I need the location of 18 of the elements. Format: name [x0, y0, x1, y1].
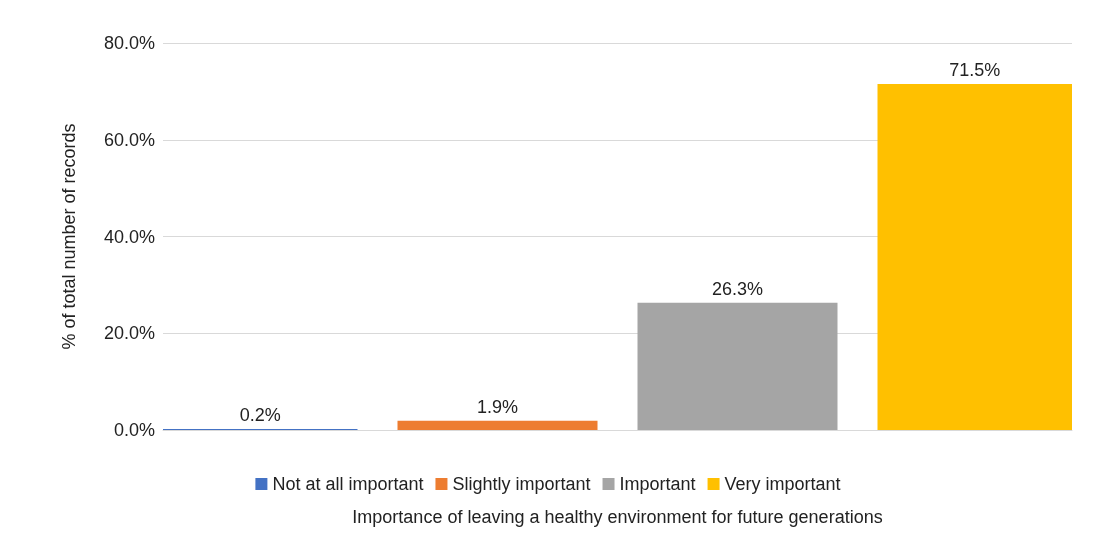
x-axis-title: Importance of leaving a healthy environment for future generations [352, 507, 883, 527]
y-tick-label: 0.0% [113, 420, 155, 440]
data-label: 0.2% [239, 405, 281, 426]
bar [877, 84, 1072, 430]
data-label: 71.5% [949, 60, 1001, 81]
y-tick-label: 40.0% [103, 226, 155, 247]
y-tick-label: 60.0% [103, 129, 155, 150]
bar [397, 420, 598, 430]
y-tick-label: 80.0% [103, 33, 155, 53]
y-axis-title: % of total number of records [59, 123, 79, 350]
legend-label: Very important [724, 474, 841, 494]
legend-label: Slightly important [452, 474, 591, 494]
y-tick-label: 20.0% [103, 323, 155, 344]
legend-label: Important [619, 474, 696, 494]
bar [637, 302, 838, 430]
legend-label: Not at all important [272, 474, 424, 494]
data-label: 26.3% [711, 278, 764, 299]
data-label: 1.9% [476, 396, 519, 417]
